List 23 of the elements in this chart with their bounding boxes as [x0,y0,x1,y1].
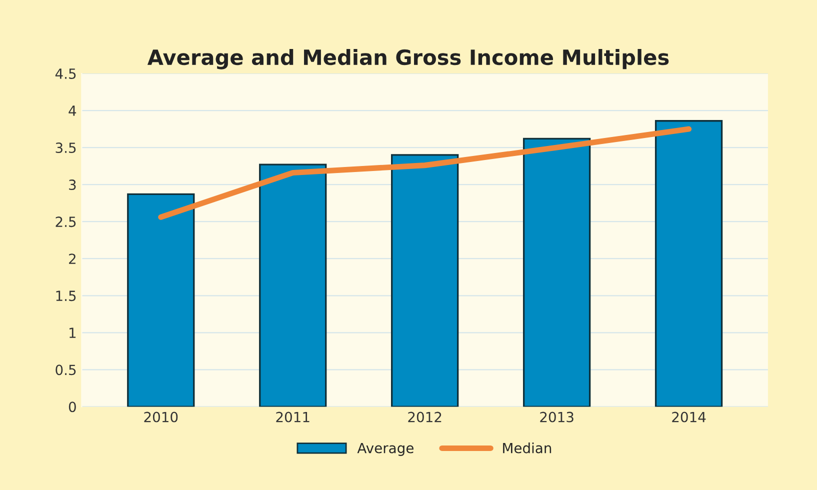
legend-label: Median [503,442,552,454]
chart-title: Average and Median Gross Income Multiples [147,49,669,70]
bar [259,164,327,407]
y-tick-label: 3 [69,180,76,190]
y-tick-label: 4.5 [55,68,76,79]
x-tick-label: 2011 [276,412,310,422]
y-tick-label: 1 [70,328,76,338]
bar [522,138,591,407]
y-tick-label: 2 [69,254,76,264]
x-tick-label: 2014 [672,412,706,422]
y-tick-label: 0 [68,402,76,412]
y-tick-label: 2.5 [56,216,76,228]
y-tick-label: 3.5 [56,142,76,154]
bar [391,154,459,407]
y-tick-label: 0.5 [56,364,76,376]
x-tick-label: 2012 [408,412,442,422]
y-tick-label: 4 [68,106,76,116]
y-tick-label: 1.5 [56,290,76,302]
x-tick-label: 2010 [144,412,178,422]
bar [654,120,723,407]
bar [127,193,195,407]
x-tick-label: 2013 [540,412,574,422]
legend-label: Average [357,442,414,456]
